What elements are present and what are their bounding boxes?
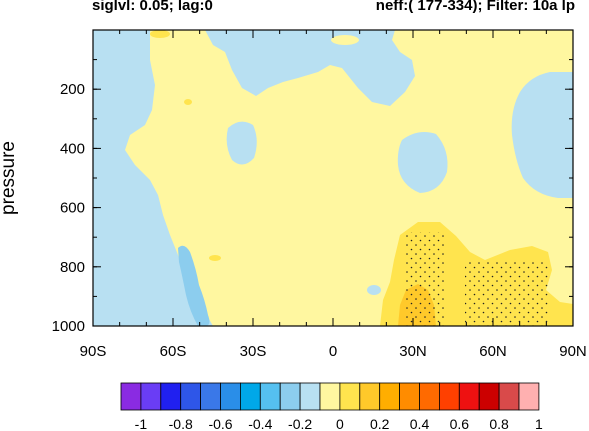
colorbar-label: 0.4 <box>410 416 430 431</box>
colorbar-swatch <box>518 382 540 411</box>
colorbar-label: 0.2 <box>370 416 390 431</box>
colorbar-swatch <box>438 382 460 411</box>
colorbar-label: 1 <box>535 416 543 431</box>
colorbar-swatch <box>478 382 500 411</box>
x-tick-label: 90S <box>80 343 107 360</box>
contour-region <box>315 75 335 81</box>
x-tick-label: 60S <box>160 343 187 360</box>
contour-region <box>178 245 210 326</box>
colorbar-swatch <box>379 382 401 411</box>
header-right-text: neff:( 177-334); Filter: 10a lp <box>375 0 575 14</box>
colorbar-swatch <box>498 382 520 411</box>
colorbar-label: 0 <box>336 416 344 431</box>
colorbar-label: 0.8 <box>489 416 509 431</box>
y-tick-label: 200 <box>60 81 85 98</box>
colorbar-swatch <box>140 382 162 411</box>
contour-region <box>367 285 381 295</box>
significance-stipple <box>404 232 444 326</box>
colorbar-swatch <box>279 382 301 411</box>
colorbar-swatch <box>458 382 480 411</box>
colorbar-swatch <box>120 382 142 411</box>
colorbar-label: 0.6 <box>450 416 470 431</box>
contour-region <box>511 72 573 198</box>
header-left-text: siglvl: 0.05; lag:0 <box>92 0 213 14</box>
contour-region <box>150 30 170 38</box>
axes: 90S 60S 30S 0 30N 60N 90N 200 400 600 800 1000 <box>52 30 587 360</box>
colorbar-swatch <box>339 382 361 411</box>
y-tick-label: 1000 <box>52 318 85 335</box>
contour-region <box>397 132 448 193</box>
x-tick-label: 60N <box>479 343 507 360</box>
x-tick-label: 30N <box>399 343 427 360</box>
colorbar-swatch <box>399 382 420 411</box>
significance-stipple <box>465 260 550 326</box>
colorbar: -1 -0.8 -0.6 -0.4 -0.2 0 0.2 0.4 0.6 0.8 1 <box>120 382 543 431</box>
y-tick-label: 800 <box>60 259 85 276</box>
colorbar-swatch <box>180 382 201 411</box>
colorbar-swatch <box>259 382 281 411</box>
contour-region <box>331 35 359 45</box>
contour-region <box>226 121 257 165</box>
colorbar-swatch <box>160 382 182 411</box>
colorbar-swatch <box>299 382 321 411</box>
colorbar-label: -1 <box>135 416 148 431</box>
colorbar-label: -0.6 <box>208 416 232 431</box>
x-tick-label: 90N <box>559 343 587 360</box>
colorbar-swatch <box>220 382 241 411</box>
colorbar-swatch <box>359 382 381 411</box>
y-tick-label: 600 <box>60 200 85 217</box>
contour-region <box>209 255 221 261</box>
colorbar-swatch <box>319 382 341 411</box>
colorbar-label: -0.8 <box>169 416 193 431</box>
colorbar-swatch <box>419 382 440 411</box>
contour-region <box>205 30 415 106</box>
contour-region <box>184 99 192 105</box>
contour-regions <box>93 30 573 326</box>
colorbar-swatch <box>200 382 221 411</box>
y-axis-label: pressure <box>0 141 19 215</box>
colorbar-label: -0.2 <box>288 416 312 431</box>
y-tick-label: 400 <box>60 140 85 157</box>
contour-region <box>93 30 213 326</box>
x-tick-label: 0 <box>329 343 337 360</box>
x-tick-label: 30S <box>240 343 267 360</box>
colorbar-label: -0.4 <box>248 416 272 431</box>
colorbar-swatch <box>239 382 261 411</box>
